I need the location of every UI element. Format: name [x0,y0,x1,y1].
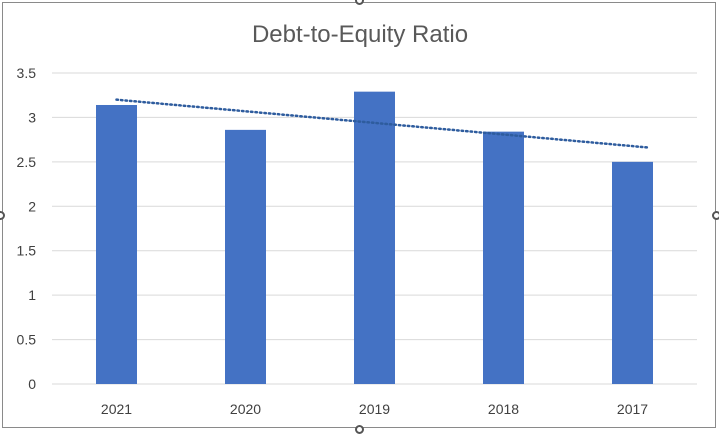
y-tick-label: 3.5 [17,65,37,81]
x-tick-label: 2019 [359,401,390,417]
y-axis-ticks: 0 0.5 1 1.5 2 2.5 3 3.5 [17,65,37,392]
y-tick-label: 3 [28,109,36,125]
trendline-layer [115,98,651,149]
resize-handle-right[interactable] [712,211,719,220]
y-tick-label: 1 [28,287,36,303]
resize-handle-left[interactable] [0,211,5,220]
chart-title: Debt-to-Equity Ratio [252,21,468,48]
x-tick-label: 2017 [617,401,648,417]
x-tick-label: 2021 [101,401,132,417]
resize-handle-top[interactable] [355,0,364,5]
bars [96,91,653,384]
x-tick-label: 2018 [488,401,519,417]
x-tick-label: 2020 [230,401,261,417]
trendline [115,98,651,149]
bar-2019 [354,91,395,384]
y-tick-label: 2.5 [17,154,37,170]
bar-2020 [225,129,266,384]
y-tick-label: 1.5 [17,243,37,259]
bar-2017 [612,161,653,384]
bar-2021 [96,104,137,384]
y-tick-label: 0.5 [17,332,37,348]
bar-2018 [483,131,524,384]
x-axis-ticks: 2021 2020 2019 2018 2017 [101,401,648,417]
y-tick-label: 0 [28,376,36,392]
y-tick-label: 2 [28,198,36,214]
